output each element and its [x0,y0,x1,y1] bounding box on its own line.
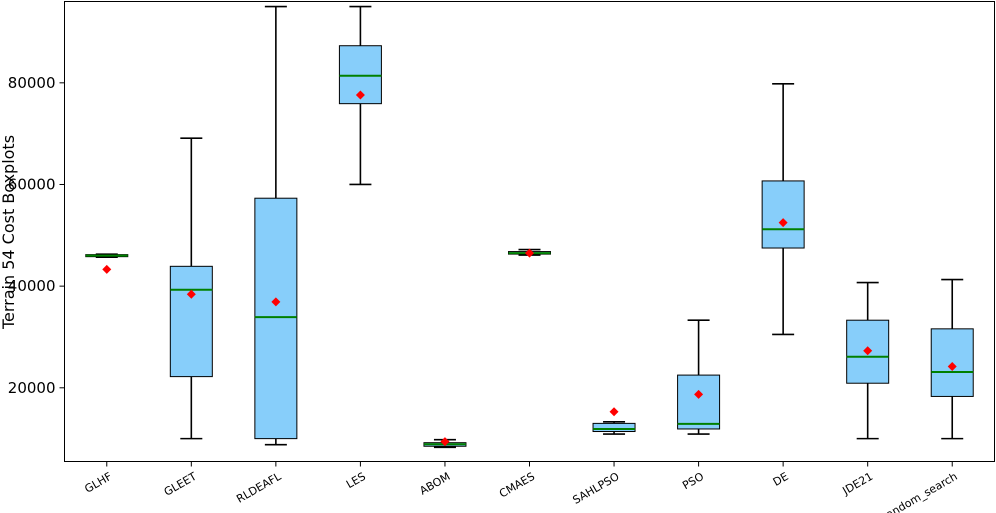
x-tick-label: JDE21 [840,470,876,498]
box-jde21 [846,281,890,440]
mean-marker [440,437,450,447]
box-cmaes [508,248,551,258]
x-tick-label: ABOM [417,470,452,498]
box-random-search [930,278,974,440]
box-gleet [169,137,213,440]
mean-marker [186,289,196,299]
x-tick-label: GLHF [82,470,114,496]
box-abom [423,437,467,449]
x-tick-label: LES [344,470,368,491]
mean-marker [694,389,704,399]
x-tick-label: DE [771,470,791,489]
x-tick-label: RLDEAFL [234,469,284,505]
x-tick-label: GLEET [162,470,199,499]
box-de [761,83,805,336]
x-tick-label: Random_search [877,470,959,513]
plot-frame [64,1,995,462]
iqr-box [677,374,721,430]
mean-marker [355,90,365,100]
box-pso [677,319,721,435]
box-rldeafl [254,5,298,446]
y-tick-label: 40000 [8,277,56,295]
mean-marker [947,361,957,371]
iqr-box [592,422,636,433]
y-axis-label: Terrain 54 Cost Boxplots [0,135,18,330]
iqr-box [254,197,298,440]
y-tick-label: 20000 [8,379,56,397]
x-axis: GLHF GLEET RLDEAFL LES ABOM CMAES SAHLPSO PSO DE… [82,461,960,513]
box-sahlpso [592,407,636,435]
box-glhf [85,253,129,274]
iqr-box [169,265,213,378]
x-tick-label: SAHLPSO [571,470,622,507]
box-les [338,5,382,186]
iqr-box [761,180,805,249]
box-series [85,5,974,449]
mean-marker [863,346,873,356]
mean-marker [778,218,788,228]
mean-marker [102,264,112,274]
mean-marker [271,297,281,307]
x-tick-label: CMAES [497,470,537,501]
x-tick-label: PSO [680,470,706,493]
mean-marker [525,248,534,258]
y-tick-label: 60000 [8,175,56,193]
mean-marker [609,407,619,417]
y-axis: 20000 40000 60000 80000 [8,74,65,397]
y-tick-label: 80000 [8,74,56,92]
